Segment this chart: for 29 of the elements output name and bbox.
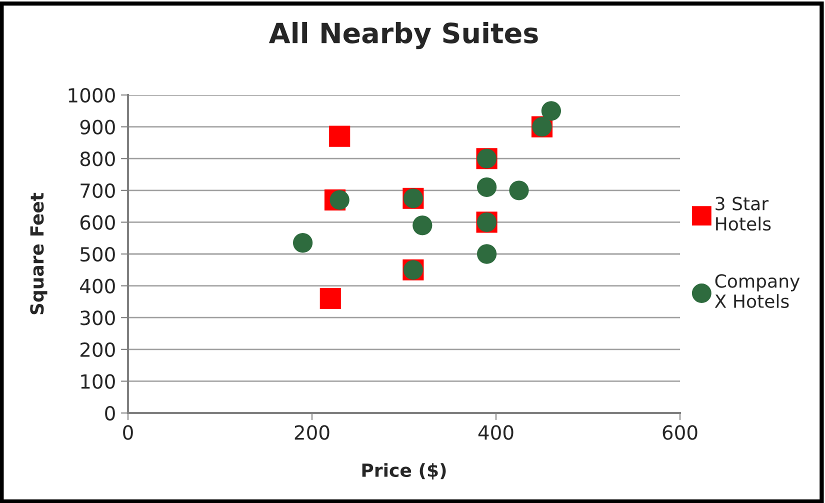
x-tick-label: 200 <box>294 425 330 440</box>
y-tick-label: 800 <box>80 152 115 166</box>
x-axis-title: Price ($) <box>362 463 446 480</box>
y-axis-title: Square Feet <box>30 192 48 314</box>
x-tick-label: 0 <box>123 425 133 440</box>
chart-title: All Nearby Suites <box>268 22 538 50</box>
point <box>541 101 562 121</box>
point <box>412 216 432 236</box>
point <box>330 190 350 210</box>
y-tick-label: 100 <box>81 374 115 389</box>
y-tick-label: 300 <box>80 310 115 326</box>
y-tick-label: 400 <box>80 278 115 294</box>
y-tick-label: 200 <box>80 342 115 358</box>
point <box>292 233 313 253</box>
point <box>476 244 497 264</box>
point <box>476 177 497 198</box>
legend-label: 3 Star Hotels <box>716 196 771 231</box>
y-tick-label: 500 <box>80 246 115 262</box>
y-tick-label: 600 <box>80 215 115 230</box>
x-tick-label: 600 <box>662 425 698 440</box>
point <box>320 288 341 310</box>
point <box>509 180 529 200</box>
y-tick-label: 900 <box>80 120 115 134</box>
y-tick-label: 700 <box>80 183 115 198</box>
y-tick-label: 0 <box>105 406 115 421</box>
point <box>329 126 350 147</box>
y-tick-label: 1000 <box>68 88 115 103</box>
x-tick-label: 400 <box>478 425 514 440</box>
legend-label: Company X Hotels <box>714 274 800 308</box>
